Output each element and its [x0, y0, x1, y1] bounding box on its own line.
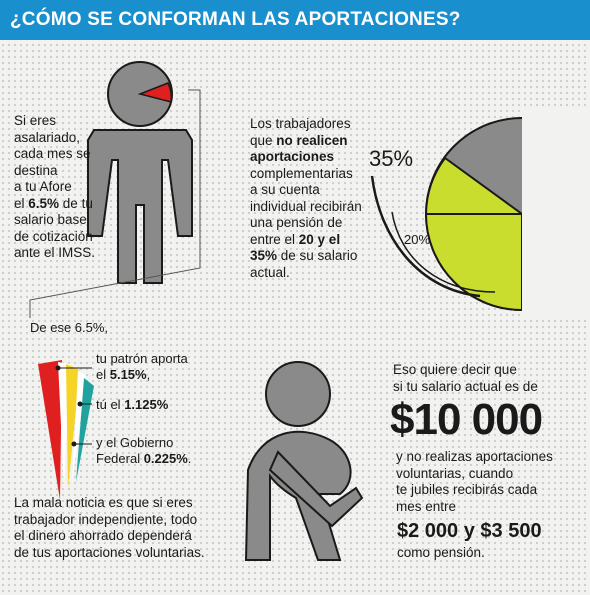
- connector-line: [29, 89, 201, 318]
- example-intro: Eso quiere decir que si tu salario actua…: [393, 362, 538, 394]
- rate-value: 6.5%: [28, 195, 60, 211]
- complementary-text: Los trabajadores que no realicen aportac…: [250, 116, 362, 280]
- pie-chart: [370, 110, 590, 320]
- example-body: y no realizas aportaciones voluntarias, …: [396, 449, 553, 514]
- example-salary: $10 000: [390, 395, 543, 444]
- example-pension: $2 000 y $3 500: [397, 520, 542, 542]
- contribution-fan-icon: [38, 360, 94, 500]
- worker-label: tú el 1.125%: [96, 397, 169, 412]
- pie-label-20: 20%: [404, 232, 431, 247]
- sitting-person-icon: [244, 361, 364, 561]
- employer-label: tu patrón aporta el 5.15%,: [96, 351, 188, 382]
- independent-note: La mala noticia es que si eres trabajado…: [14, 495, 205, 560]
- example-closing: como pensión.: [397, 545, 485, 560]
- header-title: ¿CÓMO SE CONFORMAN LAS APORTACIONES?: [0, 0, 590, 40]
- red-slice-icon: [137, 82, 173, 103]
- salaried-text: Si eres asalariado, cada mes se destina …: [14, 113, 96, 260]
- government-label: y el Gobierno Federal 0.225%.: [96, 435, 192, 466]
- pie-label-35: 35%: [369, 146, 414, 171]
- breakdown-intro: De ese 6.5%,: [30, 320, 109, 335]
